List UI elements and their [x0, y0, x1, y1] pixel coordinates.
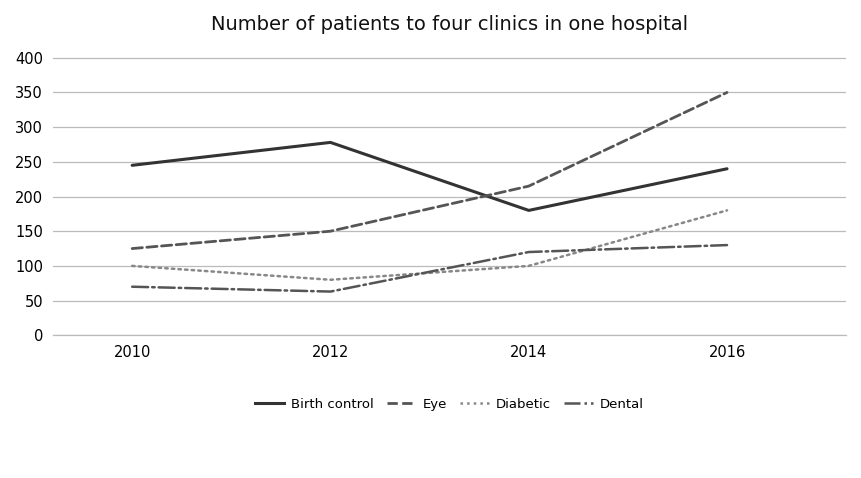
Birth control — [127, 163, 137, 168]
Birth control — [325, 140, 336, 145]
Dental — [127, 284, 137, 290]
Birth control — [523, 207, 534, 213]
Line: Birth control: Birth control — [132, 142, 727, 210]
Eye — [325, 228, 336, 234]
Diabetic — [325, 277, 336, 282]
Eye — [127, 246, 137, 251]
Line: Diabetic: Diabetic — [132, 210, 727, 280]
Diabetic — [523, 263, 534, 269]
Line: Eye: Eye — [132, 92, 727, 249]
Dental — [325, 289, 336, 294]
Diabetic — [722, 207, 732, 213]
Eye — [523, 183, 534, 189]
Dental — [722, 242, 732, 248]
Title: Number of patients to four clinics in one hospital: Number of patients to four clinics in on… — [211, 15, 688, 34]
Diabetic — [127, 263, 137, 269]
Dental — [523, 249, 534, 255]
Line: Dental: Dental — [132, 245, 727, 292]
Birth control — [722, 166, 732, 172]
Eye — [722, 89, 732, 95]
Legend: Birth control, Eye, Diabetic, Dental: Birth control, Eye, Diabetic, Dental — [250, 392, 649, 416]
